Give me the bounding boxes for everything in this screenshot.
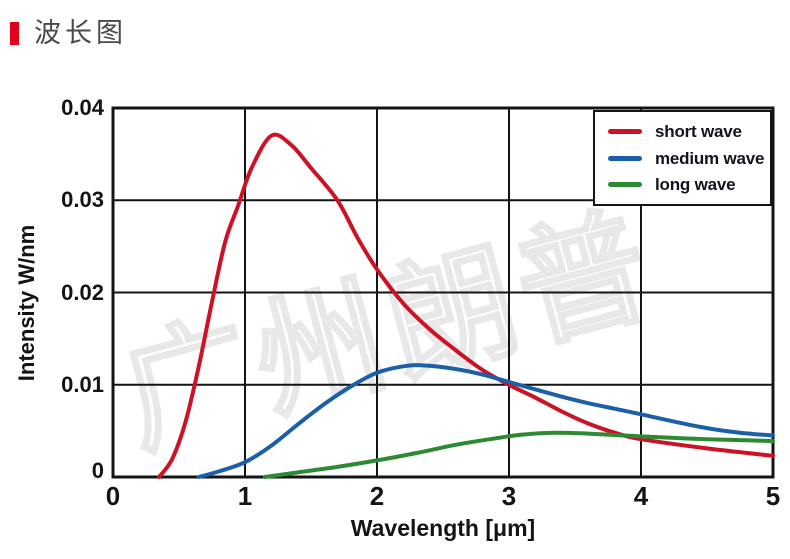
legend-item: long wave <box>595 176 770 193</box>
y-tick-label: 0.02 <box>61 279 104 305</box>
curve-medium-wave <box>196 363 775 479</box>
legend-swatch-medium-wave <box>608 155 642 161</box>
y-axis-title: Intensity W/nm <box>14 224 39 382</box>
y-tick-label: 0.04 <box>61 95 104 120</box>
y-tick-label: 0.03 <box>61 187 104 213</box>
x-tick-label: 3 <box>501 481 517 511</box>
legend-label: short wave <box>655 122 742 142</box>
curve-short-wave <box>157 132 775 479</box>
curve-long-wave <box>262 430 775 479</box>
legend-label: medium wave <box>655 148 765 168</box>
legend-item: medium wave <box>595 150 770 167</box>
page-header: 波长图 <box>10 20 127 47</box>
legend-item: short wave <box>595 123 770 140</box>
y-tick-label: 0.01 <box>61 371 104 397</box>
legend-label: long wave <box>655 174 736 194</box>
legend-swatch-short-wave <box>608 129 642 135</box>
y-tick-label: 0 <box>91 458 104 483</box>
legend: short wave medium wave long wave <box>593 110 772 206</box>
x-tick-label: 0 <box>105 481 121 511</box>
title-marker-bar <box>10 22 19 45</box>
x-axis-title: Wavelength [μm] <box>350 515 536 541</box>
legend-swatch-long-wave <box>608 181 642 187</box>
x-tick-label: 5 <box>765 481 781 511</box>
x-tick-label: 1 <box>237 481 253 511</box>
x-tick-label: 2 <box>369 481 385 511</box>
x-tick-label: 4 <box>633 481 649 511</box>
page-title: 波长图 <box>34 18 127 48</box>
plot-border <box>111 106 775 479</box>
